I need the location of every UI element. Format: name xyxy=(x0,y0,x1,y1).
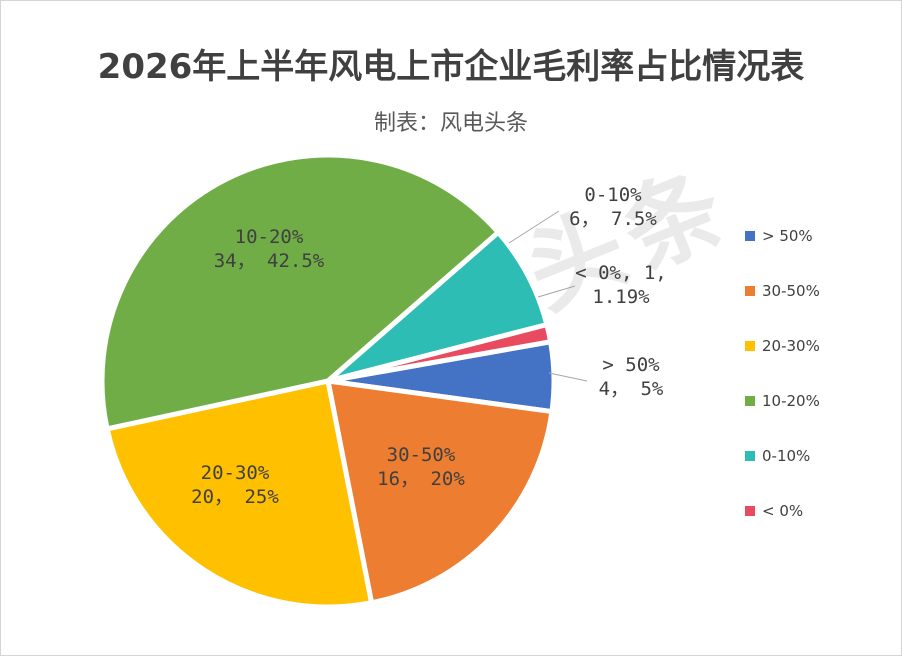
pie-slice-5 xyxy=(327,321,554,384)
legend-item-3: 10-20% xyxy=(745,394,820,449)
leader-line-5 xyxy=(537,285,576,298)
leader-line-0 xyxy=(548,372,588,382)
leader-line-4 xyxy=(508,210,560,244)
legend: > 50% 30-50% 20-30% 10-20% 0-10% < 0% xyxy=(745,229,820,559)
chart-title: 2026年上半年风电上市企业毛利率占比情况表 xyxy=(97,47,805,87)
data-label-2: 20-30% 20， 25% xyxy=(191,462,279,508)
data-label-0: > 50% 4， 5% xyxy=(599,354,664,400)
legend-label-1: 30-50% xyxy=(762,282,820,300)
legend-label-0: > 50% xyxy=(762,227,813,245)
legend-label-2: 20-30% xyxy=(762,337,820,355)
pie-slice-1 xyxy=(324,378,555,606)
legend-label-4: 0-10% xyxy=(762,447,811,465)
legend-item-0: > 50% xyxy=(745,229,820,284)
legend-item-1: 30-50% xyxy=(745,284,820,339)
legend-item-5: < 0% xyxy=(745,504,820,559)
pie-slice-2 xyxy=(104,378,375,610)
legend-swatch-5 xyxy=(745,506,755,516)
chart-subtitle: 制表：风电头条 xyxy=(373,111,528,136)
data-label-4: 0-10% 6， 7.5% xyxy=(569,184,657,230)
legend-swatch-2 xyxy=(745,341,755,351)
legend-label-3: 10-20% xyxy=(762,392,820,410)
pie-slice-3 xyxy=(99,152,502,432)
legend-item-4: 0-10% xyxy=(745,449,820,504)
data-label-1: 30-50% 16， 20% xyxy=(377,444,465,490)
data-label-3: 10-20% 34， 42.5% xyxy=(214,226,325,272)
legend-label-5: < 0% xyxy=(762,502,804,520)
legend-item-2: 20-30% xyxy=(745,339,820,394)
legend-swatch-0 xyxy=(745,231,755,241)
legend-swatch-3 xyxy=(745,396,755,406)
legend-swatch-4 xyxy=(745,451,755,461)
legend-swatch-1 xyxy=(745,286,755,296)
data-label-5: < 0%, 1, 1.19% xyxy=(575,262,667,308)
